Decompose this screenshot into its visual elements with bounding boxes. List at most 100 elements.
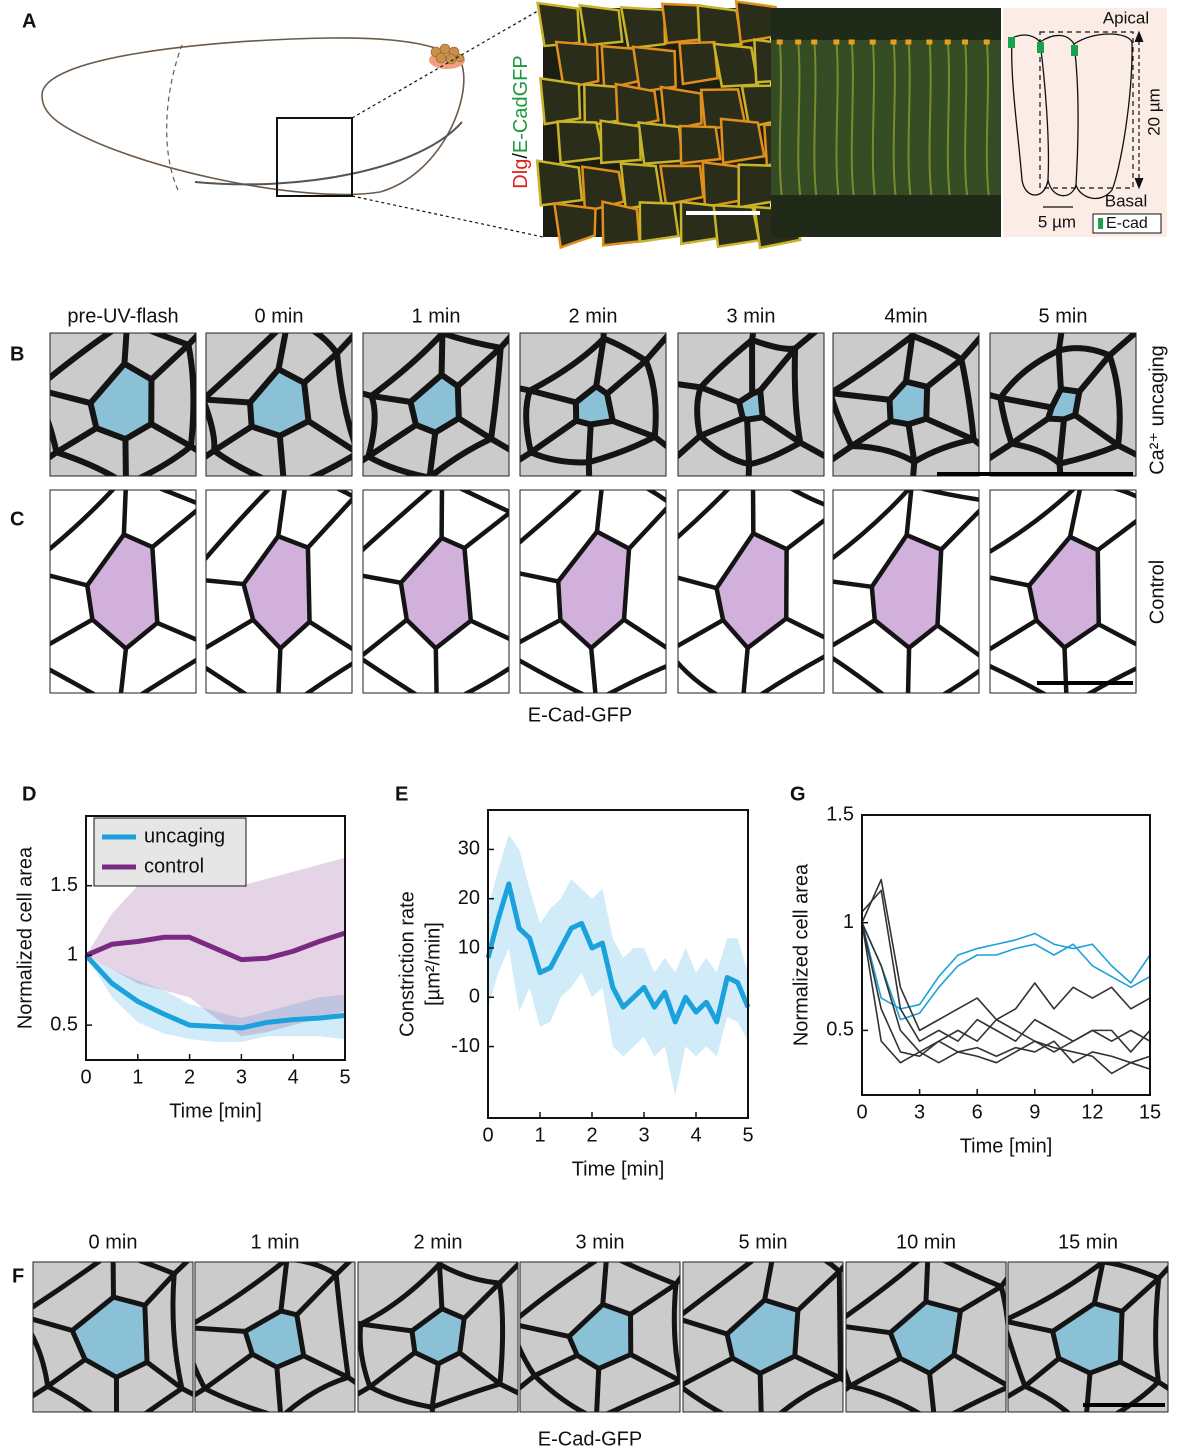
cell-junction xyxy=(678,575,719,591)
cell-junction xyxy=(274,1364,283,1412)
embryo-furrow xyxy=(166,44,183,191)
time-label: 3 min xyxy=(727,305,776,327)
cell-outline xyxy=(1045,386,1083,423)
lateral-membrane xyxy=(892,39,897,196)
cell-outline xyxy=(638,201,680,244)
cell-outline xyxy=(1050,1300,1125,1376)
cell-junction xyxy=(1153,1275,1162,1385)
data-line xyxy=(861,922,1151,1010)
cell-junction xyxy=(759,654,824,693)
micrograph-frame xyxy=(49,489,197,694)
cell-junction xyxy=(846,1262,921,1320)
panel-label: B xyxy=(10,343,24,365)
micrograph xyxy=(363,333,509,476)
cell-junction xyxy=(311,333,341,357)
cell-junction xyxy=(50,389,94,407)
cell-junction xyxy=(778,1375,843,1412)
cell-junction xyxy=(206,617,256,651)
y-tick-label: 1.5 xyxy=(826,803,854,825)
micrograph xyxy=(33,1262,193,1412)
cell-junction xyxy=(678,617,726,649)
y-tick-label: 1 xyxy=(843,911,854,933)
cell-junction xyxy=(678,659,719,693)
cell-outline xyxy=(696,4,743,49)
cell-outline xyxy=(869,532,944,651)
cell-junction xyxy=(990,490,1076,555)
cell-junction xyxy=(694,384,704,439)
cell-junction xyxy=(358,1262,442,1327)
cell-junction xyxy=(600,335,649,364)
cell-junction xyxy=(110,1262,116,1300)
cell-junction xyxy=(1008,1327,1028,1389)
cell-junction xyxy=(211,447,265,476)
cell-junction xyxy=(148,333,192,348)
cell-junction xyxy=(833,617,878,648)
highlighted-cell xyxy=(90,363,152,440)
micrograph-frame xyxy=(32,1261,194,1413)
cell-junction xyxy=(363,657,418,693)
time-label: 5 min xyxy=(1039,305,1088,327)
cell-junction xyxy=(206,490,272,562)
x-tick-label: 0 xyxy=(856,1101,867,1123)
cell-junction xyxy=(1096,622,1136,647)
y-tick-label: 1 xyxy=(67,944,78,966)
cell-junction xyxy=(45,1383,94,1412)
x-tick-label: 0 xyxy=(482,1124,493,1146)
highlighted-cell xyxy=(410,374,459,433)
time-label: 2 min xyxy=(569,305,618,327)
cell-junction xyxy=(118,646,129,693)
cell-junction xyxy=(497,1280,506,1387)
cell-junction xyxy=(24,569,29,657)
cell-junction xyxy=(990,618,1039,652)
cell-junction xyxy=(904,490,914,538)
marker-label: E-cad xyxy=(1106,215,1148,232)
cell-outline xyxy=(409,1306,467,1367)
panel-label: E xyxy=(395,783,408,805)
micrograph-frame xyxy=(519,1261,681,1413)
micrograph-frame xyxy=(832,332,980,477)
cell-junction xyxy=(833,655,885,693)
cell-junction xyxy=(50,417,60,456)
cell-junction xyxy=(588,645,598,693)
zoom-box xyxy=(276,117,353,197)
apical-label: Apical xyxy=(1103,8,1149,27)
cell-junction xyxy=(429,1381,503,1410)
cell-junction xyxy=(206,398,218,454)
y-tick-label: 10 xyxy=(458,936,480,958)
time-label: pre-UV-flash xyxy=(67,305,178,327)
cell-junction xyxy=(911,436,977,465)
zoom-line xyxy=(351,195,544,238)
micrograph xyxy=(206,490,352,693)
micrograph xyxy=(520,333,666,476)
width-label: 5 µm xyxy=(1038,212,1076,231)
cell-junction xyxy=(427,435,495,476)
micrograph-frame xyxy=(362,332,510,477)
cell-outline xyxy=(536,1,581,48)
time-label: 5 min xyxy=(739,1231,788,1253)
cell-junction xyxy=(33,1331,51,1389)
cell-junction xyxy=(923,1262,931,1305)
lateral-membrane xyxy=(797,39,802,196)
x-axis-label: Time [min] xyxy=(169,1100,262,1122)
cell-junction xyxy=(365,453,433,476)
cell-junction xyxy=(594,1366,602,1412)
cell-junction xyxy=(789,490,824,507)
y-tick-label: 0 xyxy=(469,986,480,1008)
cell-junction xyxy=(905,645,912,693)
micrograph-frame xyxy=(1007,1261,1169,1413)
cell-outline xyxy=(599,119,642,165)
cell-outline xyxy=(87,360,155,443)
y-tick-label: 30 xyxy=(458,838,480,860)
condition-label: Ca²⁺ uncaging xyxy=(1146,345,1168,475)
x-tick-label: 6 xyxy=(972,1101,983,1123)
y-tick-label: 0.5 xyxy=(50,1013,78,1035)
cell-junction xyxy=(50,667,97,693)
cell-junction xyxy=(683,1355,736,1388)
cell-junction xyxy=(951,1352,1006,1388)
time-label: 0 min xyxy=(255,305,304,327)
cell-outline xyxy=(619,6,667,50)
cell-junction xyxy=(334,350,352,445)
cell-junction xyxy=(136,1262,177,1277)
cell-junction xyxy=(784,517,824,552)
cell-junction xyxy=(468,618,509,642)
